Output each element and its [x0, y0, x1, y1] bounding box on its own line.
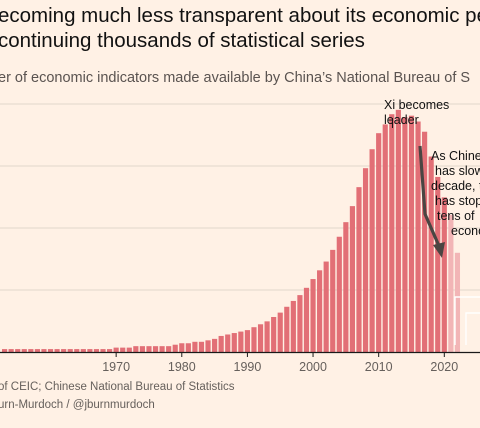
- bar-1981: [185, 343, 191, 352]
- title-line-1: ecoming much less transparent about its …: [0, 4, 480, 27]
- bar-1995: [277, 312, 283, 352]
- title-line-2: continuing thousands of statistical seri…: [0, 29, 365, 52]
- bar-2005: [343, 222, 349, 352]
- bar-2000: [310, 279, 316, 352]
- bar-2020: [441, 197, 447, 352]
- bar-1988: [231, 333, 237, 352]
- bar-1960: [47, 349, 54, 352]
- bar-1993: [264, 321, 270, 352]
- chart-title: ecoming much less transparent about its …: [0, 3, 480, 53]
- bar-2014: [402, 117, 408, 352]
- bar-1959: [41, 349, 47, 352]
- bar-2012: [389, 114, 395, 353]
- bar-1954: [8, 349, 14, 352]
- bar-1991: [251, 327, 257, 352]
- x-tick-label-1980: 1980: [168, 360, 196, 374]
- slowdown-annotation: As Chine has slow decade, t has stop ten…: [431, 149, 480, 239]
- bar-1957: [28, 349, 34, 352]
- bar-1953: [2, 349, 8, 352]
- bar-1971: [120, 347, 126, 352]
- bar-2009: [369, 149, 375, 352]
- bar-2002: [323, 261, 329, 352]
- bar-1974: [139, 346, 145, 352]
- bar-1996: [284, 306, 290, 352]
- bar-2008: [362, 168, 369, 352]
- bar-2006: [349, 206, 355, 352]
- bar-1986: [218, 335, 224, 352]
- bar-1985: [212, 338, 218, 352]
- bar-2004: [336, 236, 342, 352]
- bar-2010: [376, 133, 382, 352]
- bar-1998: [297, 295, 303, 352]
- bar-1979: [172, 344, 178, 352]
- bar-1973: [133, 346, 139, 352]
- bar-2016: [415, 121, 421, 352]
- x-tick-label-2010: 2010: [365, 360, 393, 374]
- slowdown-line-3: decade, t: [431, 179, 480, 193]
- x-tick-label-2020: 2020: [430, 360, 458, 374]
- bar-1965: [80, 349, 86, 352]
- slowdown-line-6: econo: [451, 224, 480, 238]
- bar-2021: [448, 214, 454, 352]
- chart-subtitle: er of economic indicators made available…: [0, 70, 471, 86]
- credit-note: urn-Murdoch / @jburnmurdoch: [0, 399, 155, 411]
- xi-annotation-line-2: leader: [384, 113, 419, 127]
- bar-1972: [126, 347, 132, 352]
- bar-2007: [356, 187, 362, 352]
- slowdown-arrow-line: [418, 145, 441, 247]
- slowdown-line-1: As Chine: [431, 149, 480, 163]
- bar-2022: [454, 252, 461, 352]
- bar-1987: [225, 334, 231, 352]
- x-tick-label-1990: 1990: [234, 360, 262, 374]
- bar-2018: [428, 156, 434, 352]
- bar-2011: [382, 124, 388, 352]
- bar-1983: [198, 341, 205, 352]
- slowdown-line-4: has stop: [435, 194, 480, 208]
- bar-1967: [93, 349, 100, 352]
- bar-1990: [244, 330, 250, 352]
- bar-2003: [330, 249, 336, 352]
- bar-1958: [34, 349, 40, 352]
- bar-1977: [159, 346, 165, 352]
- bar-2019: [435, 176, 441, 352]
- bar-1976: [152, 346, 159, 352]
- bar-2015: [408, 115, 415, 352]
- bar-1984: [205, 340, 211, 352]
- bar-1966: [87, 349, 93, 352]
- bar-1964: [74, 349, 80, 352]
- bar-1989: [238, 331, 244, 352]
- xi-annotation: Xi becomes leader: [384, 98, 449, 128]
- bracket-upper: [454, 296, 480, 345]
- bar-1961: [54, 349, 60, 352]
- bar-1968: [100, 349, 106, 352]
- bar-1978: [166, 346, 172, 352]
- bar-2001: [317, 270, 323, 352]
- bar-1980: [179, 343, 185, 352]
- bar-1982: [192, 341, 198, 352]
- bar-1956: [21, 349, 27, 352]
- bracket-lower: [465, 312, 480, 345]
- bar-1970: [113, 347, 119, 352]
- bar-1992: [257, 324, 264, 352]
- x-tick-label-1970: 1970: [102, 360, 130, 374]
- xi-annotation-line-1: Xi becomes: [384, 98, 450, 112]
- bar-1969: [107, 349, 113, 352]
- bar-1975: [146, 346, 152, 352]
- x-tick-label-2000: 2000: [299, 360, 327, 374]
- source-note: of CEIC; Chinese National Bureau of Stat…: [0, 381, 235, 393]
- bar-1994: [271, 316, 277, 352]
- bar-1999: [303, 287, 310, 352]
- bar-2013: [395, 109, 401, 352]
- slowdown-line-5: tens of: [437, 209, 475, 223]
- bar-1962: [61, 349, 67, 352]
- bar-2017: [422, 131, 428, 352]
- bar-1955: [15, 349, 21, 352]
- bar-1997: [290, 300, 296, 352]
- bar-1963: [67, 349, 73, 352]
- slowdown-arrow-head: [433, 242, 445, 258]
- slowdown-line-2: has slow: [435, 164, 480, 178]
